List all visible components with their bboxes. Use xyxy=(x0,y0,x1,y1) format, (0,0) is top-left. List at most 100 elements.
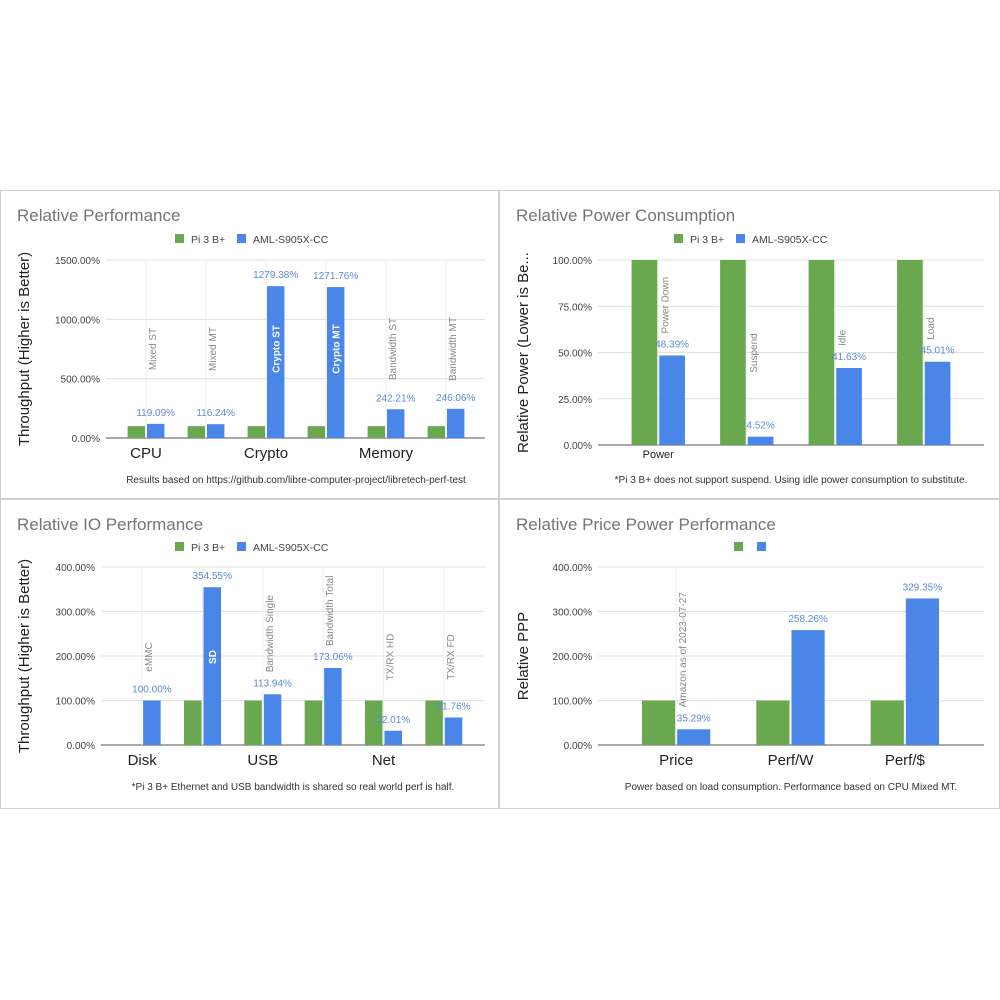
legend-swatch xyxy=(734,542,743,551)
bar-aml xyxy=(659,355,685,445)
chart-relative-io: Relative IO Performance Pi 3 B+ AML-S905X-… xyxy=(16,515,485,793)
y-tick-label: 0.00% xyxy=(67,741,95,752)
chart-relative-performance: Relative Performance Pi 3 B+ AML-S905X-CC T… xyxy=(16,206,485,486)
x-category-label: Crypto xyxy=(244,445,288,462)
bar-value-label: 113.94% xyxy=(253,678,292,689)
bar-aml xyxy=(447,408,465,438)
annotation-label: Mixed ST xyxy=(148,328,159,370)
bar-value-label: 4.52% xyxy=(746,421,774,432)
bar-aml xyxy=(203,587,221,745)
chart-title: Relative Price Power Performance xyxy=(516,515,776,534)
chart-relative-ppp: Relative Price Power Performance Relative… xyxy=(515,515,984,793)
chart-footnote: Results based on https://github.com/libr… xyxy=(126,475,466,486)
annotation-label: Idle xyxy=(837,329,848,346)
bar-pi xyxy=(870,700,904,745)
annotation-label: TX/RX FD xyxy=(446,634,457,680)
bar-value-label: 242.21% xyxy=(376,393,416,404)
chart-footnote: *Pi 3 B+ Ethernet and USB bandwidth is s… xyxy=(132,782,455,793)
bar-pi xyxy=(808,260,835,445)
bar-value-label: 61.76% xyxy=(437,702,471,713)
bar-value-label: 119.09% xyxy=(136,408,175,419)
y-tick-label: 100.00% xyxy=(56,697,96,708)
chart-relative-power: Relative Power Consumption Pi 3 B+ AML-S90… xyxy=(515,206,984,486)
bar-value-label: 258.26% xyxy=(788,614,828,625)
y-axis-title: Throughput (Higher is Better) xyxy=(16,559,33,753)
chart-title: Relative IO Performance xyxy=(17,515,203,534)
legend-label: Pi 3 B+ xyxy=(191,542,225,554)
chart-panel-relative-power: Relative Power Consumption Pi 3 B+ AML-S90… xyxy=(499,190,1000,499)
annotation-label: Bandwidth Single xyxy=(265,595,276,673)
bar-value-label: 1271.76% xyxy=(313,271,358,282)
bar-pi xyxy=(642,700,676,745)
bar-pi xyxy=(897,260,923,445)
bar-pi xyxy=(184,700,202,745)
annotation-label: SD xyxy=(208,650,219,664)
y-tick-label: 400.00% xyxy=(553,563,593,574)
bar-value-label: 1279.38% xyxy=(253,270,298,281)
bar-aml xyxy=(836,367,862,445)
y-tick-label: 200.00% xyxy=(56,652,96,663)
bar-pi xyxy=(425,700,443,745)
bar-aml xyxy=(747,436,774,445)
legend-label: AML-S905X-CC xyxy=(253,542,329,554)
y-tick-label: 100.00% xyxy=(553,256,593,267)
legend-label: Pi 3 B+ xyxy=(191,234,225,246)
annotation-label: Amazon as of 2023-07-27 xyxy=(678,592,689,708)
bar-aml xyxy=(267,286,285,438)
x-category-label: Perf/$ xyxy=(885,752,926,769)
bar-pi xyxy=(247,426,265,438)
bar-value-label: 32.01% xyxy=(376,715,410,726)
bar-pi xyxy=(187,426,205,438)
x-category-label: Net xyxy=(372,752,396,769)
bar-aml xyxy=(791,630,825,745)
x-category-label: Power xyxy=(643,449,675,461)
chart-panel-relative-performance: Relative Performance Pi 3 B+ AML-S905X-CC T… xyxy=(0,190,499,499)
chart-footnote: *Pi 3 B+ does not support suspend. Using… xyxy=(615,475,968,486)
y-tick-label: 100.00% xyxy=(553,697,593,708)
chart-title: Relative Performance xyxy=(17,206,180,225)
y-tick-label: 50.00% xyxy=(558,349,592,360)
bar-value-label: 354.55% xyxy=(193,571,233,582)
bar-aml xyxy=(677,729,711,745)
bar-aml xyxy=(207,424,225,438)
bar-aml xyxy=(324,667,342,745)
bar-aml xyxy=(263,694,282,745)
y-tick-label: 75.00% xyxy=(558,302,592,313)
y-tick-label: 0.00% xyxy=(72,434,100,445)
annotation-label: Crypto ST xyxy=(272,325,283,373)
bar-aml xyxy=(387,409,405,438)
bar-pi xyxy=(631,260,658,445)
bar-aml xyxy=(905,598,939,745)
annotation-label: eMMC xyxy=(144,642,155,671)
legend-swatch xyxy=(237,234,246,243)
bar-pi xyxy=(720,260,746,445)
bar-pi xyxy=(127,426,145,438)
x-category-label: CPU xyxy=(130,445,162,462)
legend-label: Pi 3 B+ xyxy=(690,234,724,246)
legend-label: AML-S905X-CC xyxy=(253,234,329,246)
y-tick-label: 500.00% xyxy=(61,375,101,386)
x-category-label: Perf/W xyxy=(768,752,815,769)
bar-aml xyxy=(444,717,463,745)
bar-pi xyxy=(427,426,445,438)
annotation-label: Mixed MT xyxy=(208,327,219,371)
annotation-label: Bandwidth ST xyxy=(388,318,399,380)
legend-label: AML-S905X-CC xyxy=(752,234,828,246)
legend-swatch xyxy=(757,542,766,551)
bar-value-label: 35.29% xyxy=(677,713,711,724)
y-tick-label: 400.00% xyxy=(56,563,96,574)
bar-value-label: 173.06% xyxy=(313,652,353,663)
annotation-label: Bandwidth MT xyxy=(448,317,459,381)
y-tick-label: 25.00% xyxy=(558,395,592,406)
legend-swatch xyxy=(736,234,745,243)
y-tick-label: 300.00% xyxy=(553,608,593,619)
y-tick-label: 0.00% xyxy=(564,741,592,752)
bar-aml xyxy=(147,423,165,438)
bar-value-label: 48.39% xyxy=(655,339,689,350)
bar-aml xyxy=(924,361,951,445)
annotation-label: TX/RX HD xyxy=(386,634,397,681)
y-axis-title: Relative PPP xyxy=(515,612,532,700)
bar-value-label: 41.63% xyxy=(832,352,866,363)
legend-swatch xyxy=(237,542,246,551)
chart-panel-relative-ppp: Relative Price Power Performance Relative… xyxy=(499,499,1000,809)
